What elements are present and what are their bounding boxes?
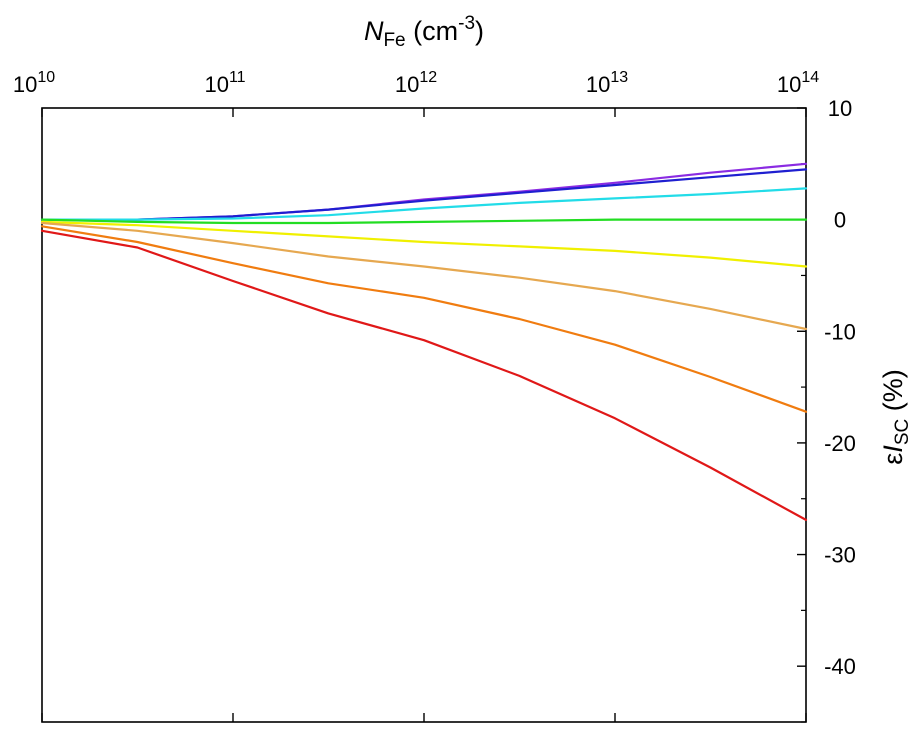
series-line-5 [40, 221, 808, 331]
y-tick-label-3: -20 [824, 431, 856, 456]
x-axis-title: NFe (cm-3) [364, 13, 484, 51]
y-ticks: 10 0 -10 -20 -30 -40 [797, 96, 856, 679]
x-tick-label-0: 1010 [13, 69, 55, 97]
y-tick-label-1: 0 [834, 208, 846, 233]
series-line-6 [40, 225, 808, 413]
x-tick-label-3: 1013 [586, 69, 628, 97]
series-line-0 [40, 162, 808, 221]
x-tick-label-4: 1014 [777, 69, 819, 97]
series-line-4 [40, 220, 808, 268]
x-tick-label-2: 1012 [395, 69, 437, 97]
y-tick-label-4: -30 [824, 543, 856, 568]
series-line-3 [40, 218, 808, 225]
series-line-7 [40, 229, 808, 522]
y-tick-label-2: -10 [824, 319, 856, 344]
y-tick-label-0: 10 [828, 96, 852, 121]
series-line-2 [40, 187, 808, 221]
x-tick-label-1: 1011 [204, 69, 245, 97]
series-group [40, 162, 808, 522]
y-axis-title: εISC (%) [878, 369, 913, 464]
x-ticks: 1010 1011 1012 1013 1014 [13, 69, 819, 722]
y-tick-label-5: -40 [824, 654, 856, 679]
